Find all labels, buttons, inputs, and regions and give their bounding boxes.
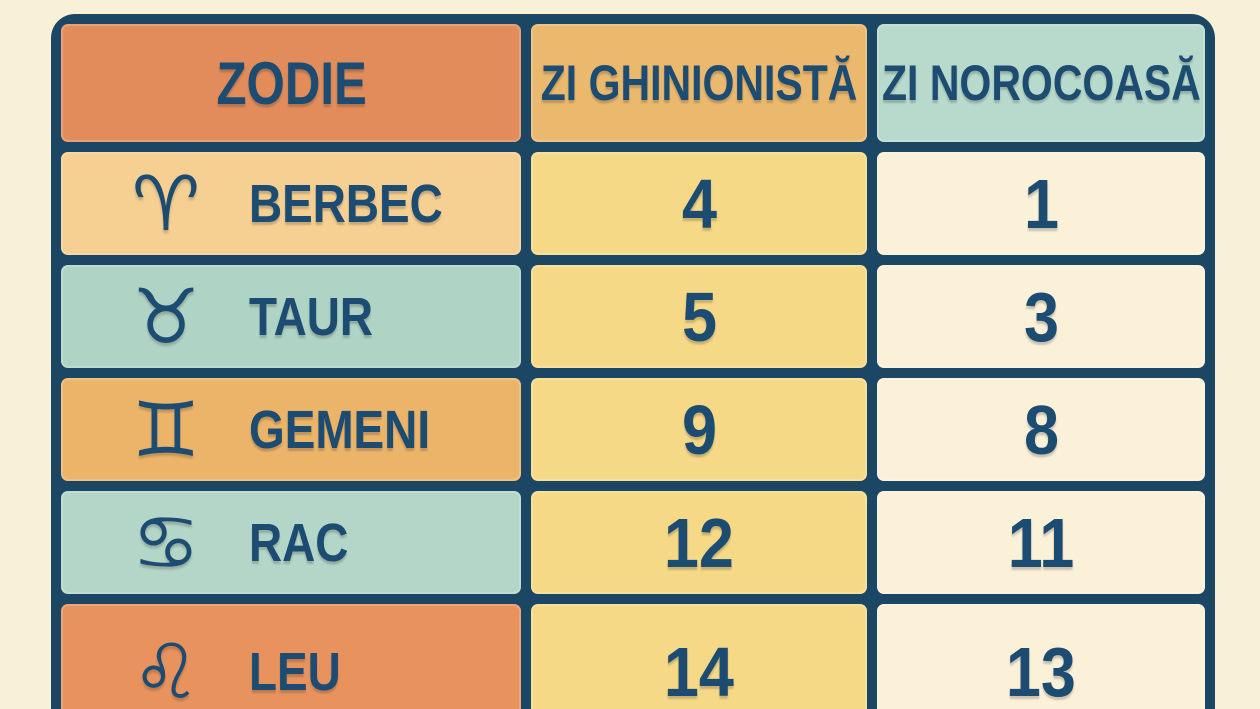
table-row-gemeni-zodiac-cell: ♊ GEMENI — [61, 378, 522, 481]
table-row-berbec-lucky-cell: 1 — [877, 152, 1205, 255]
header-cell-zodie: ZODIE — [61, 24, 522, 142]
header-label-zodie: ZODIE — [216, 49, 367, 117]
table-row-taur-zodiac-cell: ♉ TAUR — [61, 265, 522, 368]
header-label-lucky-day: ZI NOROCOASĂ — [881, 55, 1201, 111]
unlucky-day-value: 5 — [681, 277, 717, 356]
zodiac-label: RAC — [249, 512, 349, 573]
lucky-day-value: 13 — [1006, 632, 1077, 709]
leo-icon: ♌ — [131, 626, 201, 709]
aries-icon: ♈ — [131, 158, 201, 248]
lucky-day-value: 1 — [1023, 164, 1059, 243]
table-row-rac-lucky-cell: 11 — [877, 491, 1205, 594]
table-row-taur-lucky-cell: 3 — [877, 265, 1205, 368]
table-row-rac-zodiac-cell: ♋ RAC — [61, 491, 522, 594]
unlucky-day-value: 9 — [681, 390, 717, 469]
zodiac-label: LEU — [249, 641, 341, 702]
table-row-taur-unlucky-cell: 5 — [531, 265, 868, 368]
zodiac-label: TAUR — [249, 286, 374, 347]
unlucky-day-value: 4 — [681, 164, 717, 243]
unlucky-day-value: 12 — [664, 503, 735, 582]
zodiac-table: ZODIE ZI GHINIONISTĂ ZI NOROCOASĂ ♈ BERB… — [51, 14, 1215, 709]
table-row-rac-unlucky-cell: 12 — [531, 491, 868, 594]
table-row-leu-unlucky-cell: 14 — [531, 604, 868, 709]
zodiac-label: GEMENI — [249, 399, 431, 460]
zodiac-label: BERBEC — [249, 173, 443, 234]
header-cell-lucky-day: ZI NOROCOASĂ — [877, 24, 1205, 142]
table-row-leu-zodiac-cell: ♌ LEU — [61, 604, 522, 709]
taurus-icon: ♉ — [131, 271, 201, 361]
gemini-icon: ♊ — [131, 384, 201, 474]
table-row-berbec-zodiac-cell: ♈ BERBEC — [61, 152, 522, 255]
table-row-leu-lucky-cell: 13 — [877, 604, 1205, 709]
header-label-unlucky-day: ZI GHINIONISTĂ — [541, 55, 858, 111]
lucky-day-value: 3 — [1023, 277, 1059, 356]
unlucky-day-value: 14 — [664, 632, 735, 709]
table-row-gemeni-lucky-cell: 8 — [877, 378, 1205, 481]
header-cell-unlucky-day: ZI GHINIONISTĂ — [531, 24, 868, 142]
table-row-gemeni-unlucky-cell: 9 — [531, 378, 868, 481]
table-row-berbec-unlucky-cell: 4 — [531, 152, 868, 255]
lucky-day-value: 11 — [1007, 503, 1075, 582]
lucky-day-value: 8 — [1023, 390, 1059, 469]
cancer-icon: ♋ — [131, 497, 201, 587]
